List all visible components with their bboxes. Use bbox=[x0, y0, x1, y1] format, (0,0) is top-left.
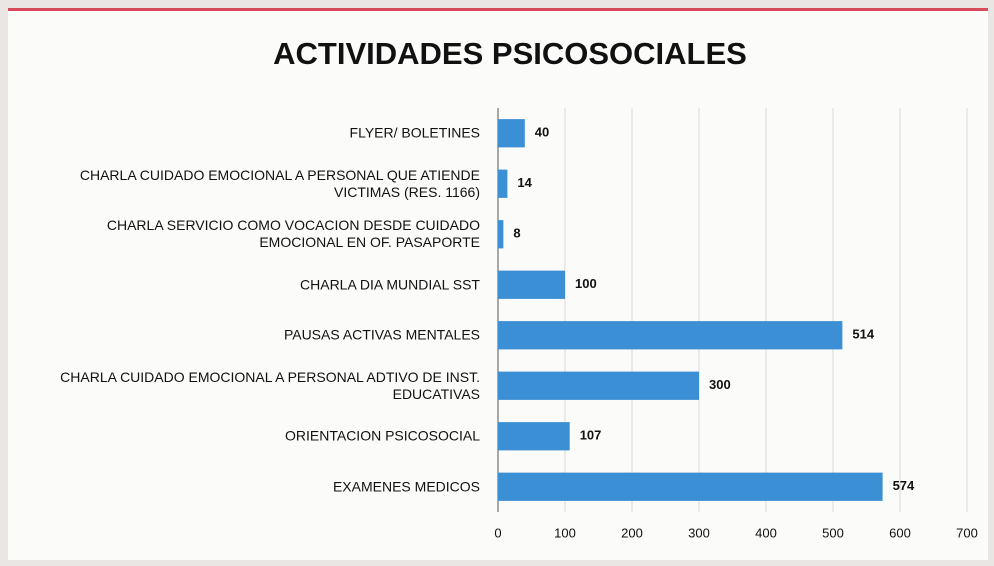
value-label: 300 bbox=[709, 377, 731, 392]
x-tick-label: 400 bbox=[755, 525, 777, 540]
bar bbox=[498, 371, 699, 400]
category-label: CHARLA SERVICIO COMO VOCACION DESDE CUID… bbox=[106, 217, 480, 251]
x-tick-label: 600 bbox=[889, 525, 911, 540]
category-label: CHARLA DIA MUNDIAL SST bbox=[300, 276, 480, 293]
category-label: CHARLA CUIDADO EMOCIONAL A PERSONAL QUE … bbox=[79, 166, 480, 200]
value-label: 14 bbox=[517, 175, 532, 190]
x-tick-label: 0 bbox=[494, 525, 501, 540]
bar bbox=[498, 472, 883, 501]
x-tick-label: 500 bbox=[822, 525, 844, 540]
value-label: 107 bbox=[580, 428, 602, 443]
value-label: 514 bbox=[852, 327, 874, 342]
x-tick-label: 700 bbox=[956, 525, 978, 540]
x-tick-label: 100 bbox=[554, 525, 576, 540]
value-label: 40 bbox=[535, 125, 549, 140]
category-label: ORIENTACION PSICOSOCIAL bbox=[285, 427, 480, 444]
category-label: PAUSAS ACTIVAS MENTALES bbox=[283, 326, 480, 343]
bar bbox=[498, 321, 843, 350]
value-label: 100 bbox=[575, 276, 597, 291]
bar bbox=[498, 422, 570, 451]
bar bbox=[498, 169, 508, 198]
value-label: 574 bbox=[893, 478, 915, 493]
category-label: EXAMENES MEDICOS bbox=[332, 478, 480, 495]
bar bbox=[498, 270, 565, 299]
x-tick-label: 200 bbox=[621, 525, 643, 540]
bar bbox=[498, 119, 525, 148]
x-tick-label: 300 bbox=[688, 525, 710, 540]
value-label: 8 bbox=[513, 226, 520, 241]
bar bbox=[498, 220, 504, 249]
chart-title: ACTIVIDADES PSICOSOCIALES bbox=[273, 36, 747, 71]
category-label: FLYER/ BOLETINES bbox=[349, 124, 480, 141]
category-label: CHARLA CUIDADO EMOCIONAL A PERSONAL ADTI… bbox=[60, 368, 480, 402]
